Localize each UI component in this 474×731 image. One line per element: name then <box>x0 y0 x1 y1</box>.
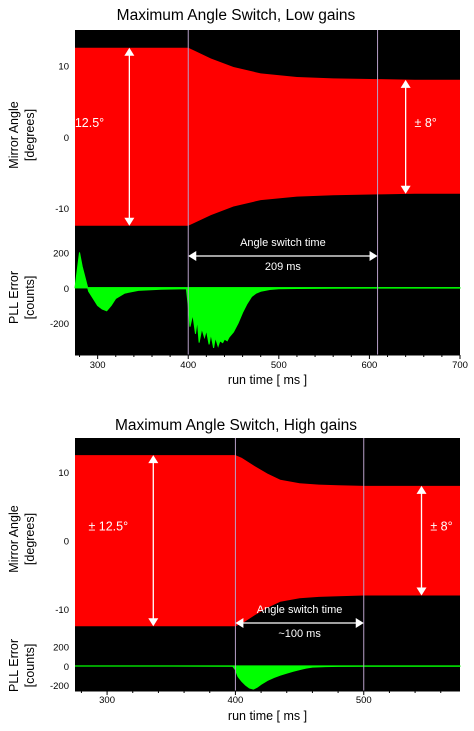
chart-1: Maximum Angle Switch, Low gains ± 12.5° ± … <box>7 7 468 387</box>
x-tick-label: 400 <box>180 360 196 371</box>
arrow-head <box>124 47 135 56</box>
x-tick-label: 500 <box>271 360 287 371</box>
angle-tick-label: 0 <box>64 537 69 548</box>
chart-2: Maximum Angle Switch, High gains ± 12.5° ±… <box>7 417 461 723</box>
amplitude-label: ± 8° <box>414 116 436 130</box>
arrow-head <box>235 618 244 628</box>
error-axis-label: PLL Error <box>7 639 21 692</box>
x-tick-label: 500 <box>356 695 372 706</box>
mirror-angle-envelope <box>75 47 460 226</box>
angle-axis-label: Mirror Angle <box>7 101 21 168</box>
error-axis-unit: [counts] <box>23 644 37 688</box>
switch-time-value: ~100 ms <box>278 628 321 640</box>
angle-axis-unit: [degrees] <box>23 109 37 161</box>
angle-tick-label: -10 <box>55 605 69 616</box>
arrow-head <box>416 587 427 596</box>
chart-title: Maximum Angle Switch, High gains <box>115 417 357 434</box>
error-tick-label: 200 <box>53 643 69 654</box>
chart-title: Maximum Angle Switch, Low gains <box>117 7 356 24</box>
pll-error-trace <box>74 252 461 348</box>
arrow-head <box>124 217 135 226</box>
x-tick-label: 300 <box>99 695 115 706</box>
arrow-head <box>400 79 411 88</box>
error-axis-label: PLL Error <box>7 271 21 324</box>
arrow-head <box>416 485 427 494</box>
arrow-head <box>369 251 378 261</box>
amplitude-label: ± 12.5° <box>88 520 128 534</box>
switch-time-label: Angle switch time <box>257 604 343 616</box>
angle-tick-label: 10 <box>58 62 69 73</box>
error-tick-label: -200 <box>50 681 69 692</box>
angle-tick-label: -10 <box>55 204 69 215</box>
angle-axis-label: Mirror Angle <box>7 505 21 572</box>
angle-tick-label: 0 <box>64 133 69 144</box>
x-tick-label: 300 <box>90 360 106 371</box>
arrow-head <box>148 618 159 627</box>
x-tick-label: 600 <box>361 360 377 371</box>
arrow-head <box>188 251 197 261</box>
error-tick-label: 0 <box>64 284 69 295</box>
arrow-head <box>148 455 159 464</box>
x-tick-label: 400 <box>227 695 243 706</box>
switch-time-value: 209 ms <box>265 261 302 273</box>
error-tick-label: 0 <box>64 662 69 673</box>
x-tick-label: 700 <box>452 360 468 371</box>
angle-tick-label: 10 <box>58 468 69 479</box>
switch-time-label: Angle switch time <box>240 237 326 249</box>
angle-axis-unit: [degrees] <box>23 513 37 565</box>
amplitude-label: ± 8° <box>430 520 452 534</box>
arrow-head <box>355 618 364 628</box>
x-axis-label: run time [ ms ] <box>228 373 307 387</box>
error-axis-unit: [counts] <box>23 276 37 320</box>
error-tick-label: -200 <box>50 319 69 330</box>
amplitude-label: ± 12.5° <box>65 116 105 130</box>
x-axis-label: run time [ ms ] <box>228 709 307 723</box>
error-tick-label: 200 <box>53 248 69 259</box>
arrow-head <box>400 185 411 194</box>
